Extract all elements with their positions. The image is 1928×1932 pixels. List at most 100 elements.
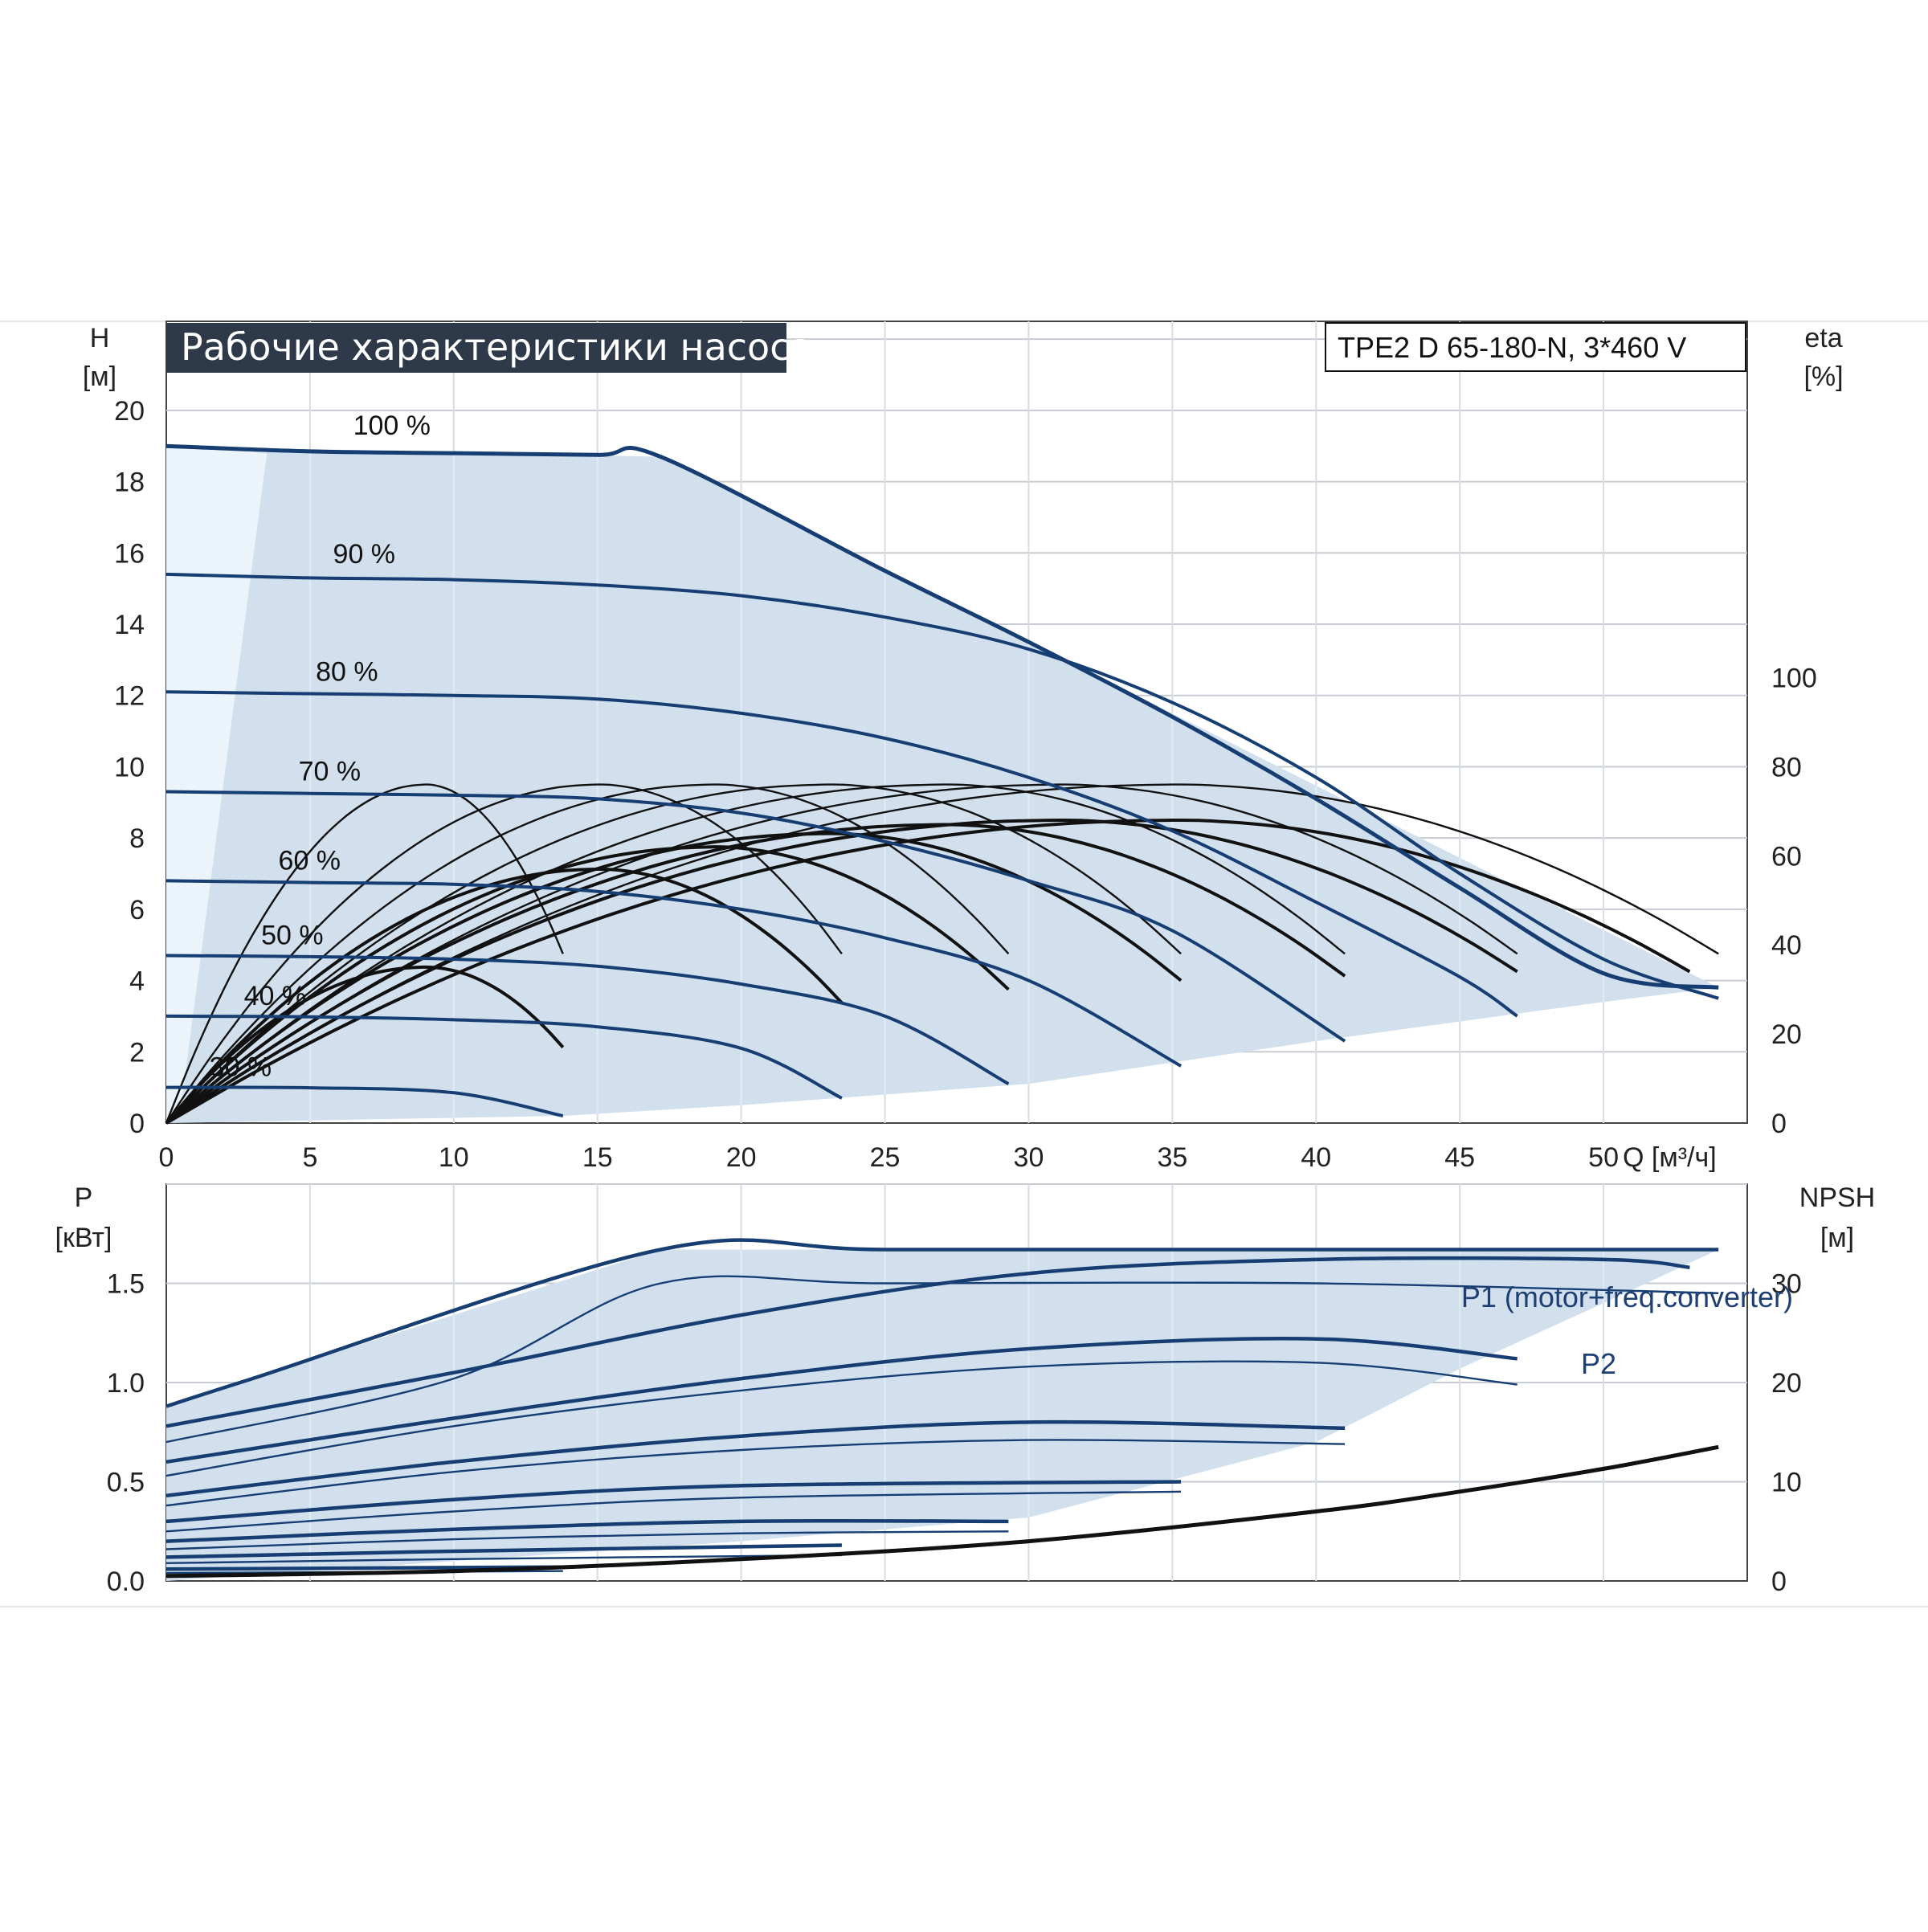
speed-curve-90pct [165, 572, 1719, 1000]
p1-curve [165, 1518, 1009, 1543]
power-curves [165, 1238, 1719, 1579]
head-envelope-light-area [166, 446, 268, 1123]
speed-curve-50pct [165, 954, 1010, 1085]
head-y-tick-label: 2 [129, 1037, 145, 1068]
speed-curve-40pct [165, 1014, 843, 1100]
power-y-tick-label: 0.5 [107, 1468, 145, 1498]
head-y-tick-label: 0 [129, 1109, 145, 1139]
p2-curve [165, 1554, 842, 1564]
npsh-y-axis-unit: [м] [1820, 1223, 1854, 1253]
x-tick-label: 5 [302, 1142, 317, 1173]
x-tick-label: 35 [1157, 1142, 1187, 1173]
head-y-tick-label: 10 [114, 752, 145, 782]
x-tick-label: 50 [1588, 1142, 1619, 1173]
eta-y-tick-label: 40 [1771, 930, 1802, 961]
efficiency-curve [165, 783, 1518, 1124]
speed-curve-80pct [165, 690, 1518, 1018]
npsh-y-tick-label: 10 [1771, 1468, 1802, 1498]
head-y-tick-label: 16 [114, 538, 145, 569]
efficiency-curve [165, 783, 1182, 1124]
efficiency-curve [165, 783, 1346, 1124]
p1-curve [165, 1337, 1517, 1464]
power-tick-labels: 0.0 0.5 1.0 1.5 0 10 20 30 [107, 1269, 1802, 1598]
power-chart: 0.0 0.5 1.0 1.5 0 10 20 30 P [кВт] NPSH [м] P1 … [55, 1182, 1876, 1597]
head-y-axis-unit: [м] [83, 361, 116, 392]
eta-y-tick-label: 80 [1771, 752, 1802, 782]
p2-series-label: P2 [1581, 1347, 1616, 1380]
speed-curve-label: 80 % [316, 656, 378, 687]
head-tick-labels: 0 5 10 15 20 25 30 35 40 45 50 0 2 4 6 8 10 12 14 16 18 20 0 20… [114, 396, 1817, 1173]
p1-curve [165, 1238, 1719, 1408]
speed-curve-label: 40 % [244, 981, 307, 1011]
model-box [1325, 322, 1746, 372]
efficiency-curve [165, 783, 843, 1124]
head-chart: 100 % 90 % 80 % 70 % 60 % 50 % 40 % 30 % 0 5 10 15… [83, 321, 1844, 1173]
p2-curve [165, 1530, 1009, 1550]
power-y-tick-label: 1.5 [107, 1269, 145, 1300]
speed-curve-100pct [165, 443, 1719, 990]
p1-curve [165, 1543, 842, 1559]
x-axis-title: Q [м³/ч] [1623, 1142, 1717, 1173]
speed-curve-label: 30 % [210, 1052, 272, 1083]
npsh-y-tick-label: 30 [1771, 1269, 1802, 1300]
power-y-axis-unit: [кВт] [55, 1223, 112, 1253]
x-tick-label: 30 [1014, 1142, 1044, 1173]
eta-y-tick-label: 60 [1771, 841, 1802, 872]
power-envelope-area [166, 1249, 1719, 1581]
speed-curve-label: 50 % [261, 921, 324, 951]
x-tick-label: 15 [582, 1142, 613, 1173]
power-y-tick-label: 1.0 [107, 1368, 145, 1399]
eta-y-tick-label: 20 [1771, 1019, 1802, 1050]
head-y-axis-title: H [90, 323, 110, 353]
x-tick-label: 10 [439, 1142, 469, 1173]
head-y-tick-label: 8 [129, 823, 145, 854]
x-tick-label: 0 [159, 1142, 174, 1173]
p1-curve [165, 1480, 1182, 1524]
speed-curve-label: 60 % [279, 845, 341, 876]
x-tick-label: 25 [870, 1142, 901, 1173]
model-label: TPE2 D 65-180-N, 3*460 V [1338, 331, 1686, 364]
p1-curve [165, 1256, 1690, 1428]
power-y-axis-title: P [75, 1182, 93, 1213]
speed-curves: 100 % 90 % 80 % 70 % 60 % 50 % 40 % 30 % [165, 410, 1719, 1118]
eta-y-axis-unit: [%] [1803, 361, 1843, 392]
power-y-tick-label: 0.0 [107, 1566, 145, 1597]
p2-curve [165, 1490, 1182, 1533]
efficiency-curve [165, 823, 1346, 1125]
speed-curve-label: 100 % [353, 410, 431, 441]
chart-title: Рабочие характеристики насоса [181, 325, 813, 369]
p1-series-label: P1 (motor+freq.converter) [1461, 1281, 1793, 1313]
head-y-tick-label: 18 [114, 468, 145, 498]
head-y-tick-label: 4 [129, 966, 145, 997]
head-y-tick-label: 6 [129, 895, 145, 925]
p2-curve [165, 1275, 1719, 1444]
title-box [166, 323, 786, 373]
head-y-tick-label: 12 [114, 681, 145, 712]
eta-y-tick-label: 0 [1771, 1109, 1787, 1139]
p2-curve [165, 1439, 1346, 1507]
speed-curve-60pct [165, 879, 1183, 1068]
efficiency-curve [165, 818, 1691, 1125]
npsh-y-tick-label: 0 [1771, 1566, 1787, 1597]
head-y-tick-label: 14 [114, 610, 145, 640]
efficiency-curve [165, 818, 1518, 1125]
speed-curve-label: 90 % [333, 539, 396, 570]
speed-curve-label: 70 % [299, 756, 362, 786]
x-tick-label: 40 [1301, 1142, 1331, 1173]
speed-curve-30pct [165, 1085, 564, 1118]
p1-curve [165, 1419, 1346, 1498]
eta-y-axis-title: eta [1804, 323, 1842, 353]
p2-curve [165, 1360, 1517, 1477]
npsh-y-axis-title: NPSH [1799, 1182, 1875, 1213]
x-tick-label: 45 [1444, 1142, 1475, 1173]
npsh-curve [165, 1444, 1719, 1579]
npsh-y-tick-label: 20 [1771, 1368, 1802, 1399]
head-y-tick-label: 20 [114, 396, 145, 427]
efficiency-curve [165, 783, 1010, 1124]
efficiency-curve [165, 965, 565, 1125]
eta-y-tick-label: 100 [1771, 664, 1817, 694]
speed-curve-70pct [165, 790, 1346, 1043]
efficiency-curve [165, 831, 1183, 1125]
